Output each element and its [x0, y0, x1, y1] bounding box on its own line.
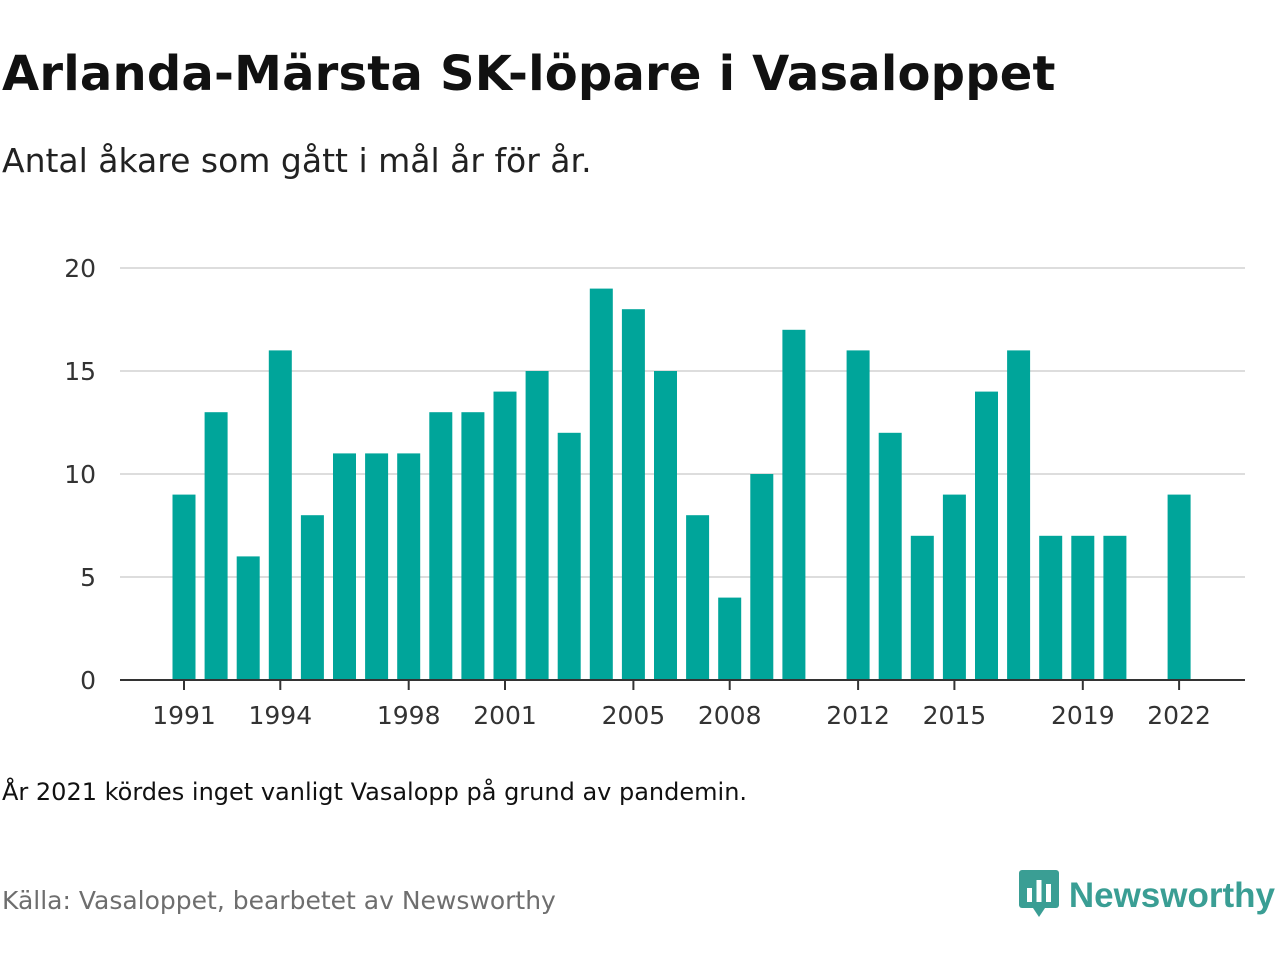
- bar-2006[interactable]: [654, 371, 677, 680]
- bars: [172, 288, 1191, 680]
- bar-1998[interactable]: [397, 453, 421, 680]
- x-tick-label: 2019: [1051, 701, 1115, 730]
- x-tick-label: 2001: [473, 701, 537, 730]
- bar-2007[interactable]: [686, 515, 710, 680]
- y-tick-label: 15: [64, 357, 96, 386]
- bar-1999[interactable]: [429, 412, 453, 680]
- bar-2012[interactable]: [846, 350, 870, 680]
- bar-2003[interactable]: [557, 432, 581, 680]
- bar-2000[interactable]: [461, 412, 485, 680]
- bar-1995[interactable]: [300, 515, 324, 680]
- y-tick-label: 0: [80, 666, 96, 695]
- bar-1992[interactable]: [204, 412, 228, 680]
- x-tick-label: 1998: [377, 701, 441, 730]
- y-tick-label: 20: [64, 254, 96, 283]
- bar-2008[interactable]: [718, 597, 742, 680]
- x-tick-label: 2012: [826, 701, 890, 730]
- x-tick-label: 1994: [248, 701, 312, 730]
- bar-2016[interactable]: [975, 391, 998, 680]
- bar-2015[interactable]: [942, 494, 966, 680]
- brand-name: Newsworthy: [1068, 876, 1275, 915]
- bar-2017[interactable]: [1007, 350, 1031, 680]
- y-tick-label: 5: [80, 563, 96, 592]
- y-tick-label: 10: [64, 460, 96, 489]
- bar-2022[interactable]: [1167, 494, 1191, 680]
- brand-logo[interactable]: Newsworthy: [1018, 870, 1275, 922]
- x-tick-label: 2015: [923, 701, 987, 730]
- x-tick-label: 2022: [1147, 701, 1211, 730]
- bar-2004[interactable]: [589, 288, 613, 680]
- bar-2001[interactable]: [493, 391, 517, 680]
- bar-1997[interactable]: [365, 453, 389, 680]
- source-line: Källa: Vasaloppet, bearbetet av Newswort…: [2, 886, 556, 915]
- chart-subtitle: Antal åkare som gått i mål år för år.: [2, 141, 592, 180]
- axes: 0 5 10 15 20 1991 1994 1998 2001 2005 2008 2012 2015…: [64, 254, 1245, 730]
- bar-1994[interactable]: [268, 350, 292, 680]
- bar-2002[interactable]: [525, 371, 549, 680]
- bar-1996[interactable]: [333, 453, 356, 680]
- newsworthy-logo-icon: [1018, 870, 1059, 922]
- chart-title: Arlanda-Märsta SK-löpare i Vasaloppet: [2, 46, 1056, 102]
- bar-2020[interactable]: [1103, 535, 1127, 680]
- footnote: År 2021 kördes inget vanligt Vasalopp på…: [2, 778, 748, 806]
- bar-2010[interactable]: [782, 329, 806, 680]
- x-tick-label: 1991: [152, 701, 216, 730]
- x-tick-label: 2008: [698, 701, 762, 730]
- bar-2018[interactable]: [1039, 535, 1063, 680]
- bar-1993[interactable]: [236, 556, 260, 680]
- bar-chart: 0 5 10 15 20 1991 1994 1998 2001 2005 2008 2012 2015…: [64, 254, 1245, 730]
- bar-2009[interactable]: [750, 474, 774, 680]
- bar-2005[interactable]: [621, 309, 645, 680]
- bar-2013[interactable]: [878, 432, 902, 680]
- bar-2019[interactable]: [1071, 535, 1095, 680]
- bar-2014[interactable]: [910, 535, 934, 680]
- bar-1991[interactable]: [172, 494, 196, 680]
- x-tick-label: 2005: [602, 701, 666, 730]
